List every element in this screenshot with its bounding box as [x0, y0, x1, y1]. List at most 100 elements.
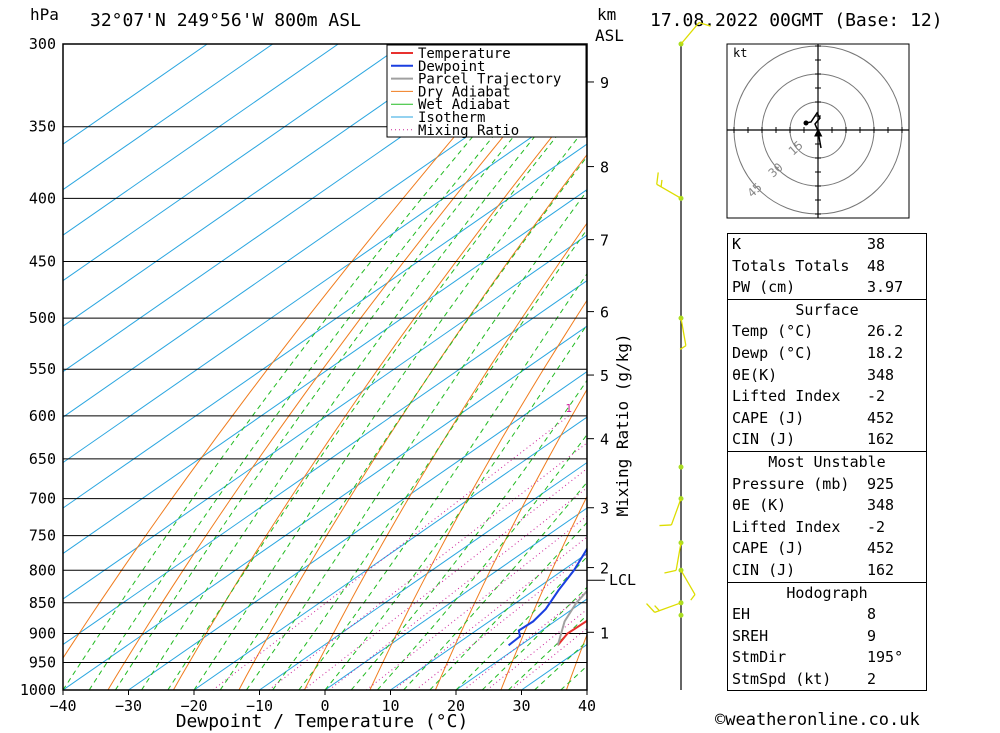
dry-adiabat-line — [959, 44, 1000, 690]
mixing-ratio-line — [366, 515, 587, 690]
most-unstable-section: Most Unstable Pressure (mb) 925 θE (K) 348… — [727, 451, 927, 583]
km-tick-label: 4 — [600, 431, 609, 449]
pressure-lines — [63, 43, 587, 691]
isotherm-line — [63, 143, 587, 509]
datetime-label: 17.08.2022 00GMT (Base: 12) — [650, 10, 943, 31]
indices-section: K 38 Totals Totals 48 PW (cm) 3.97 — [727, 233, 927, 300]
table-row: EH 8 — [732, 605, 877, 624]
table-row: Lifted Index -2 — [732, 517, 886, 536]
isotherm-line — [63, 44, 470, 327]
axes-labels: 3003504004505005506006507007508008509009… — [20, 35, 636, 715]
wind-barb-flag — [679, 345, 687, 351]
wind-barb-staff — [680, 317, 687, 346]
mixing-ratio-label: 1 — [565, 402, 572, 415]
parcel-trajectory-profile — [556, 589, 587, 646]
hodo-unit-label: kt — [733, 46, 747, 60]
isotherm-line — [63, 44, 536, 373]
table-row: Lifted Index -2 — [732, 387, 886, 406]
wind-barb-flag — [646, 603, 656, 613]
footer-credit: ©weatheronline.co.uk — [715, 710, 920, 730]
table-row: CIN (J) 162 — [732, 430, 895, 449]
wind-barb-staff — [675, 542, 682, 571]
wind-barb-flag — [654, 605, 660, 612]
wind-barb-flag — [660, 179, 663, 187]
wind-barb-dot — [678, 464, 684, 470]
km-tick-label: 8 — [600, 159, 609, 177]
legend-label: Dry Adiabat — [418, 84, 511, 100]
mixing-ratio-label: 3 — [651, 402, 658, 415]
wet-adiabat-line — [429, 521, 587, 690]
wet-adiabat-line — [403, 481, 587, 690]
x-tick-label: 30 — [512, 697, 530, 715]
km-tick-label: 2 — [600, 560, 609, 578]
km-tick-label: 5 — [600, 367, 609, 385]
pressure-tick-label: 950 — [29, 653, 56, 671]
table-row: StmDir 195° — [732, 648, 904, 667]
legend-label: Isotherm — [418, 110, 485, 126]
km-tick-label: 9 — [600, 74, 609, 92]
wet-adiabat-line — [324, 323, 587, 690]
mixing-ratio-label: 6 — [711, 402, 718, 415]
asl-label: ASL — [595, 26, 624, 45]
x-tick-label: 0 — [320, 697, 329, 715]
pressure-tick-label: 700 — [29, 490, 56, 508]
storm-motion-icon: ▲ — [814, 124, 823, 140]
isotherm-line — [390, 552, 587, 690]
wind-barb-flag — [656, 172, 659, 185]
wind-barb-column — [646, 21, 711, 690]
mixing-ratio-line — [510, 627, 587, 690]
mixing-ratio-line — [303, 468, 587, 690]
isotherm-line — [193, 416, 587, 690]
wind-barb-staff — [680, 22, 700, 45]
mixing-ratio-line — [486, 608, 587, 690]
dry-adiabat-line — [369, 299, 587, 690]
pressure-tick-label: 300 — [29, 35, 56, 53]
hodo-trace — [805, 111, 821, 132]
lcl-label: LCL — [609, 571, 636, 589]
legend-label: Wet Adiabat — [418, 97, 511, 113]
x-tick-label: 20 — [447, 697, 465, 715]
pressure-tick-label: 400 — [29, 189, 56, 207]
surface-section: Surface Temp (°C) 26.2 Dewp (°C) 18.2 θE(K… — [727, 299, 927, 452]
wind-barb-flag — [698, 21, 711, 27]
isotherm-line — [63, 98, 587, 464]
wet-adiabat-line — [219, 155, 587, 690]
sounding-profiles — [507, 547, 587, 647]
table-row: CIN (J) 162 — [732, 560, 895, 579]
dewpoint-profile — [507, 547, 587, 647]
mixing-ratio-axis-title: Mixing Ratio (g/kg) — [613, 333, 632, 516]
pressure-tick-label: 750 — [29, 527, 56, 545]
pressure-tick-label: 450 — [29, 253, 56, 271]
isotherm-line — [63, 44, 405, 282]
wind-barb-dot — [678, 612, 684, 618]
wet-adiabat-line — [245, 189, 587, 690]
wind-barb-staff — [670, 498, 682, 526]
isotherm-line — [324, 507, 587, 690]
table-row: Temp (°C) 26.2 — [732, 322, 904, 341]
pressure-tick-label: 550 — [29, 360, 56, 378]
wind-barb-flag — [659, 524, 672, 527]
wet-adiabat-line — [141, 71, 587, 690]
km-tick-label: 3 — [600, 500, 609, 518]
table-row: θE (K) 348 — [732, 496, 895, 515]
location-title: 32°07'N 249°56'W 800m ASL — [90, 10, 361, 31]
wet-adiabat-line — [88, 44, 572, 690]
table-row: CAPE (J) 452 — [732, 539, 895, 558]
legend-label: Mixing Ratio — [418, 123, 519, 139]
table-row: K 38 — [732, 235, 886, 253]
km-tick-label: 7 — [600, 232, 609, 250]
mixing-ratio-lines: 1 2 3 4 6 8 10 16 20 25 — [212, 402, 718, 690]
hodo-trace-tail — [817, 130, 822, 149]
wet-adiabat-line — [114, 47, 587, 690]
wind-barb-staff — [656, 183, 682, 199]
wind-barb-flag — [690, 594, 696, 601]
x-tick-label: −20 — [180, 697, 207, 715]
wet-adiabat-line — [193, 125, 587, 690]
isotherm-line — [63, 325, 587, 690]
pressure-tick-label: 1000 — [20, 681, 56, 699]
table-row: CAPE (J) 452 — [732, 408, 895, 427]
mixing-ratio-line — [212, 415, 569, 690]
pressure-tick-label: 800 — [29, 561, 56, 579]
